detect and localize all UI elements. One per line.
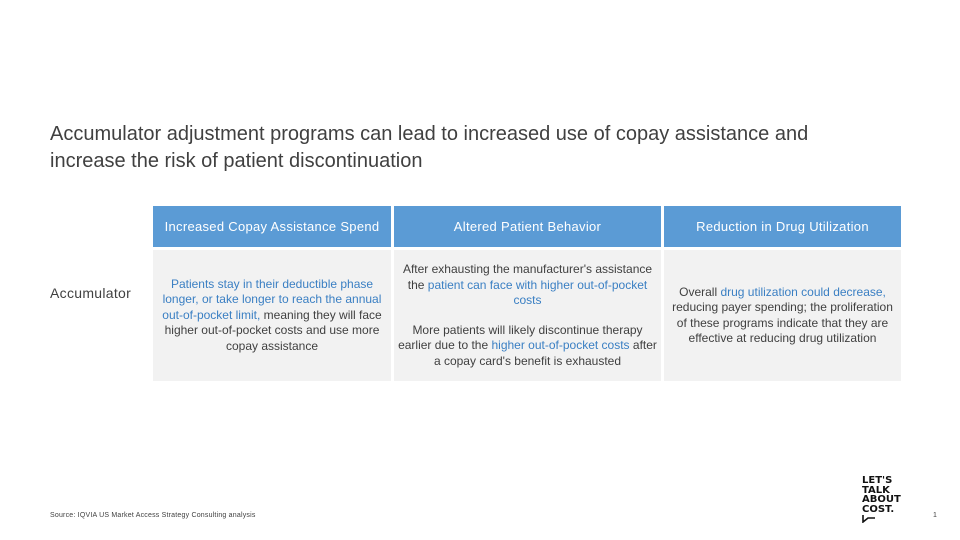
body-text: meaning they will face higher out-of-poc… [164, 307, 382, 353]
slide-title: Accumulator adjustment programs can lead… [50, 123, 809, 172]
cell-paragraph: After exhausting the manufacturer's assi… [398, 262, 657, 309]
cell-copay-spend: Patients stay in their deductible phase … [153, 250, 391, 381]
cell-drug-utilization: Overall drug utilization could decrease,… [664, 250, 901, 381]
cell-paragraph: Overall drug utilization could decrease,… [668, 285, 897, 347]
column-header-copay-spend: Increased Copay Assistance Spend [153, 206, 391, 247]
speech-bubble-icon [862, 515, 875, 523]
logo-line: COST. [862, 503, 895, 515]
lets-talk-about-cost-logo: LET'S TALK ABOUT COST. [862, 476, 914, 523]
body-text: after a copay card's benefit is exhauste… [433, 338, 657, 368]
body-text: Overall [679, 284, 721, 299]
highlighted-text: patient can face with higher out-of-pock… [427, 277, 648, 308]
highlighted-text: Patients stay in their deductible phase … [162, 276, 382, 322]
cell-patient-behavior: After exhausting the manufacturer's assi… [394, 250, 661, 381]
body-text: reducing payer spending; the proliferati… [672, 300, 893, 345]
highlighted-text: higher out-of-pocket costs [491, 338, 630, 352]
body-text: After exhausting the manufacturer's assi… [402, 262, 653, 292]
logo-line: TALK [862, 484, 890, 496]
column-header-patient-behavior: Altered Patient Behavior [394, 206, 661, 247]
highlighted-text: drug utilization could decrease, [720, 284, 886, 299]
column-header-drug-utilization: Reduction in Drug Utilization [664, 206, 901, 247]
logo-line: ABOUT [862, 494, 901, 505]
cell-paragraph: More patients will likely discontinue th… [398, 323, 657, 370]
logo-line: LET'S [862, 475, 893, 486]
row-label-accumulator: Accumulator [50, 285, 132, 301]
body-text: More patients will likely discontinue th… [398, 322, 643, 353]
source-note: Source: IQVIA US Market Access Strategy … [50, 512, 256, 519]
cell-paragraph: Patients stay in their deductible phase … [157, 277, 387, 355]
page-number: 1 [933, 512, 937, 519]
